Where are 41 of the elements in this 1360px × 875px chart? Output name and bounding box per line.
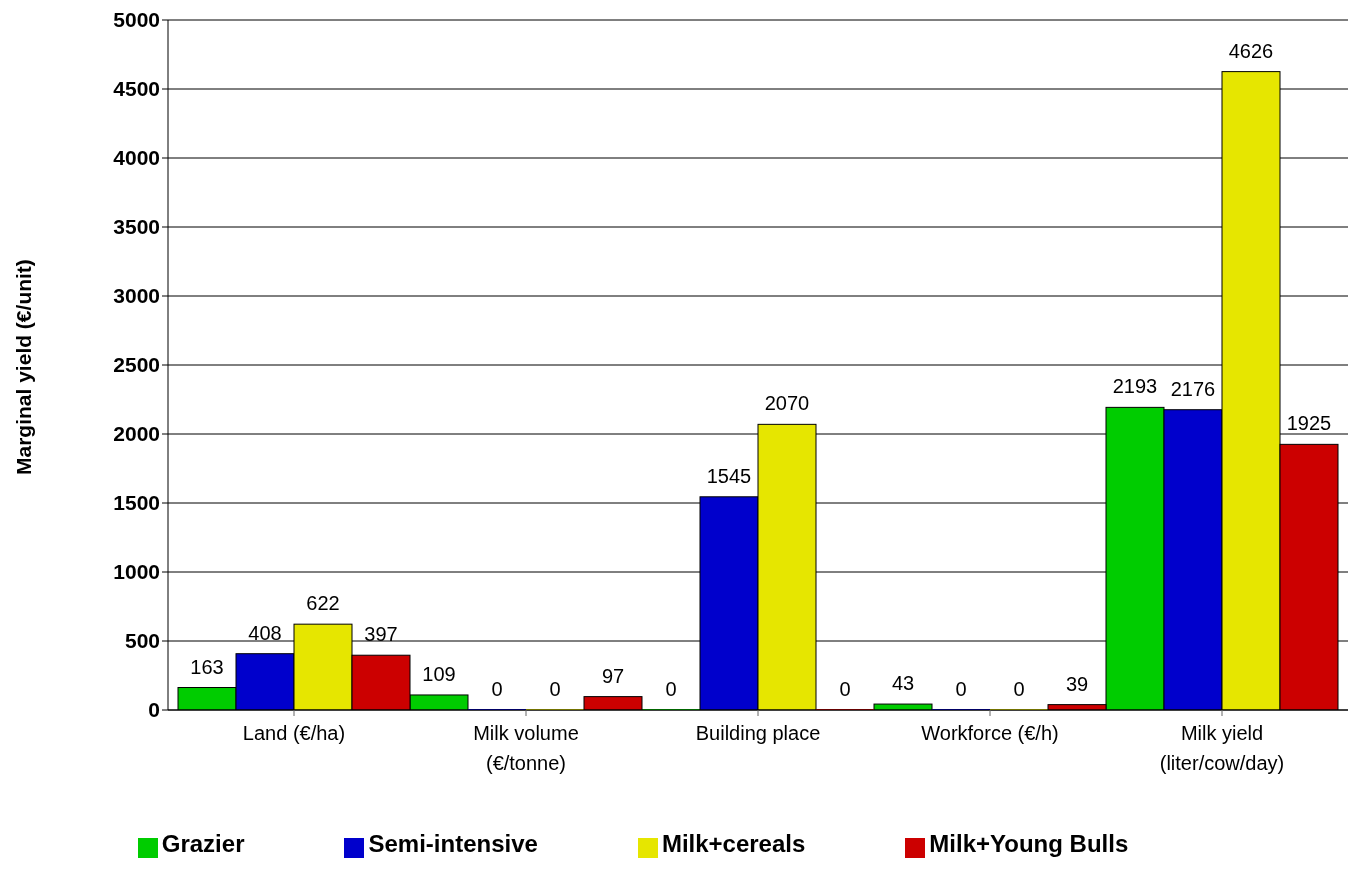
y-tick-label: 4000 xyxy=(113,146,160,170)
x-tick-label: Workforce (€/h) xyxy=(921,722,1059,744)
y-tick-label: 3500 xyxy=(113,215,160,239)
data-label: 0 xyxy=(839,678,851,700)
y-tick-label: 2000 xyxy=(113,422,160,446)
y-tick-label: 500 xyxy=(124,629,160,653)
x-tick-label: Milk volume (€/tonne) xyxy=(473,722,579,774)
y-tick-label: 3000 xyxy=(113,284,160,308)
y-tick-label: 2500 xyxy=(113,353,160,377)
legend-label: Grazier xyxy=(161,830,245,857)
data-label: 408 xyxy=(248,621,282,644)
data-label: 39 xyxy=(1065,672,1089,695)
data-label: 1925 xyxy=(1286,412,1332,435)
data-label: 1545 xyxy=(706,464,752,487)
x-tick-label: Land (€/ha) xyxy=(242,722,346,744)
data-label: 43 xyxy=(891,672,915,695)
y-tick-label: 4500 xyxy=(113,77,160,101)
y-tick-label: 5000 xyxy=(113,8,160,32)
y-tick-label: 1000 xyxy=(113,560,160,584)
legend-label: Milk+Young Bulls xyxy=(929,830,1129,857)
legend-label: Semi-intensive xyxy=(368,830,538,857)
y-tick-label: 1500 xyxy=(113,491,160,515)
data-label: 0 xyxy=(549,678,561,700)
data-label: 2070 xyxy=(764,392,810,415)
data-label: 163 xyxy=(190,655,224,678)
data-label: 0 xyxy=(665,678,677,700)
data-label: 0 xyxy=(955,678,967,700)
data-label: 97 xyxy=(601,664,625,687)
data-label: 4626 xyxy=(1228,39,1274,62)
y-axis-title: Marginal yield (€/unit) xyxy=(12,259,36,475)
data-label: 2176 xyxy=(1170,377,1216,400)
data-label: 109 xyxy=(422,662,456,685)
data-label: 0 xyxy=(1013,678,1025,700)
y-tick-label: 0 xyxy=(148,698,160,722)
data-label: 397 xyxy=(364,623,398,646)
data-label: 2193 xyxy=(1112,375,1158,398)
x-tick-label: Milk yield (liter/cow/day) xyxy=(1159,722,1285,774)
x-tick-label: Building place xyxy=(695,722,821,744)
legend-label: Milk+cereals xyxy=(661,830,806,857)
data-label: 0 xyxy=(491,678,503,700)
data-label: 622 xyxy=(306,592,340,615)
